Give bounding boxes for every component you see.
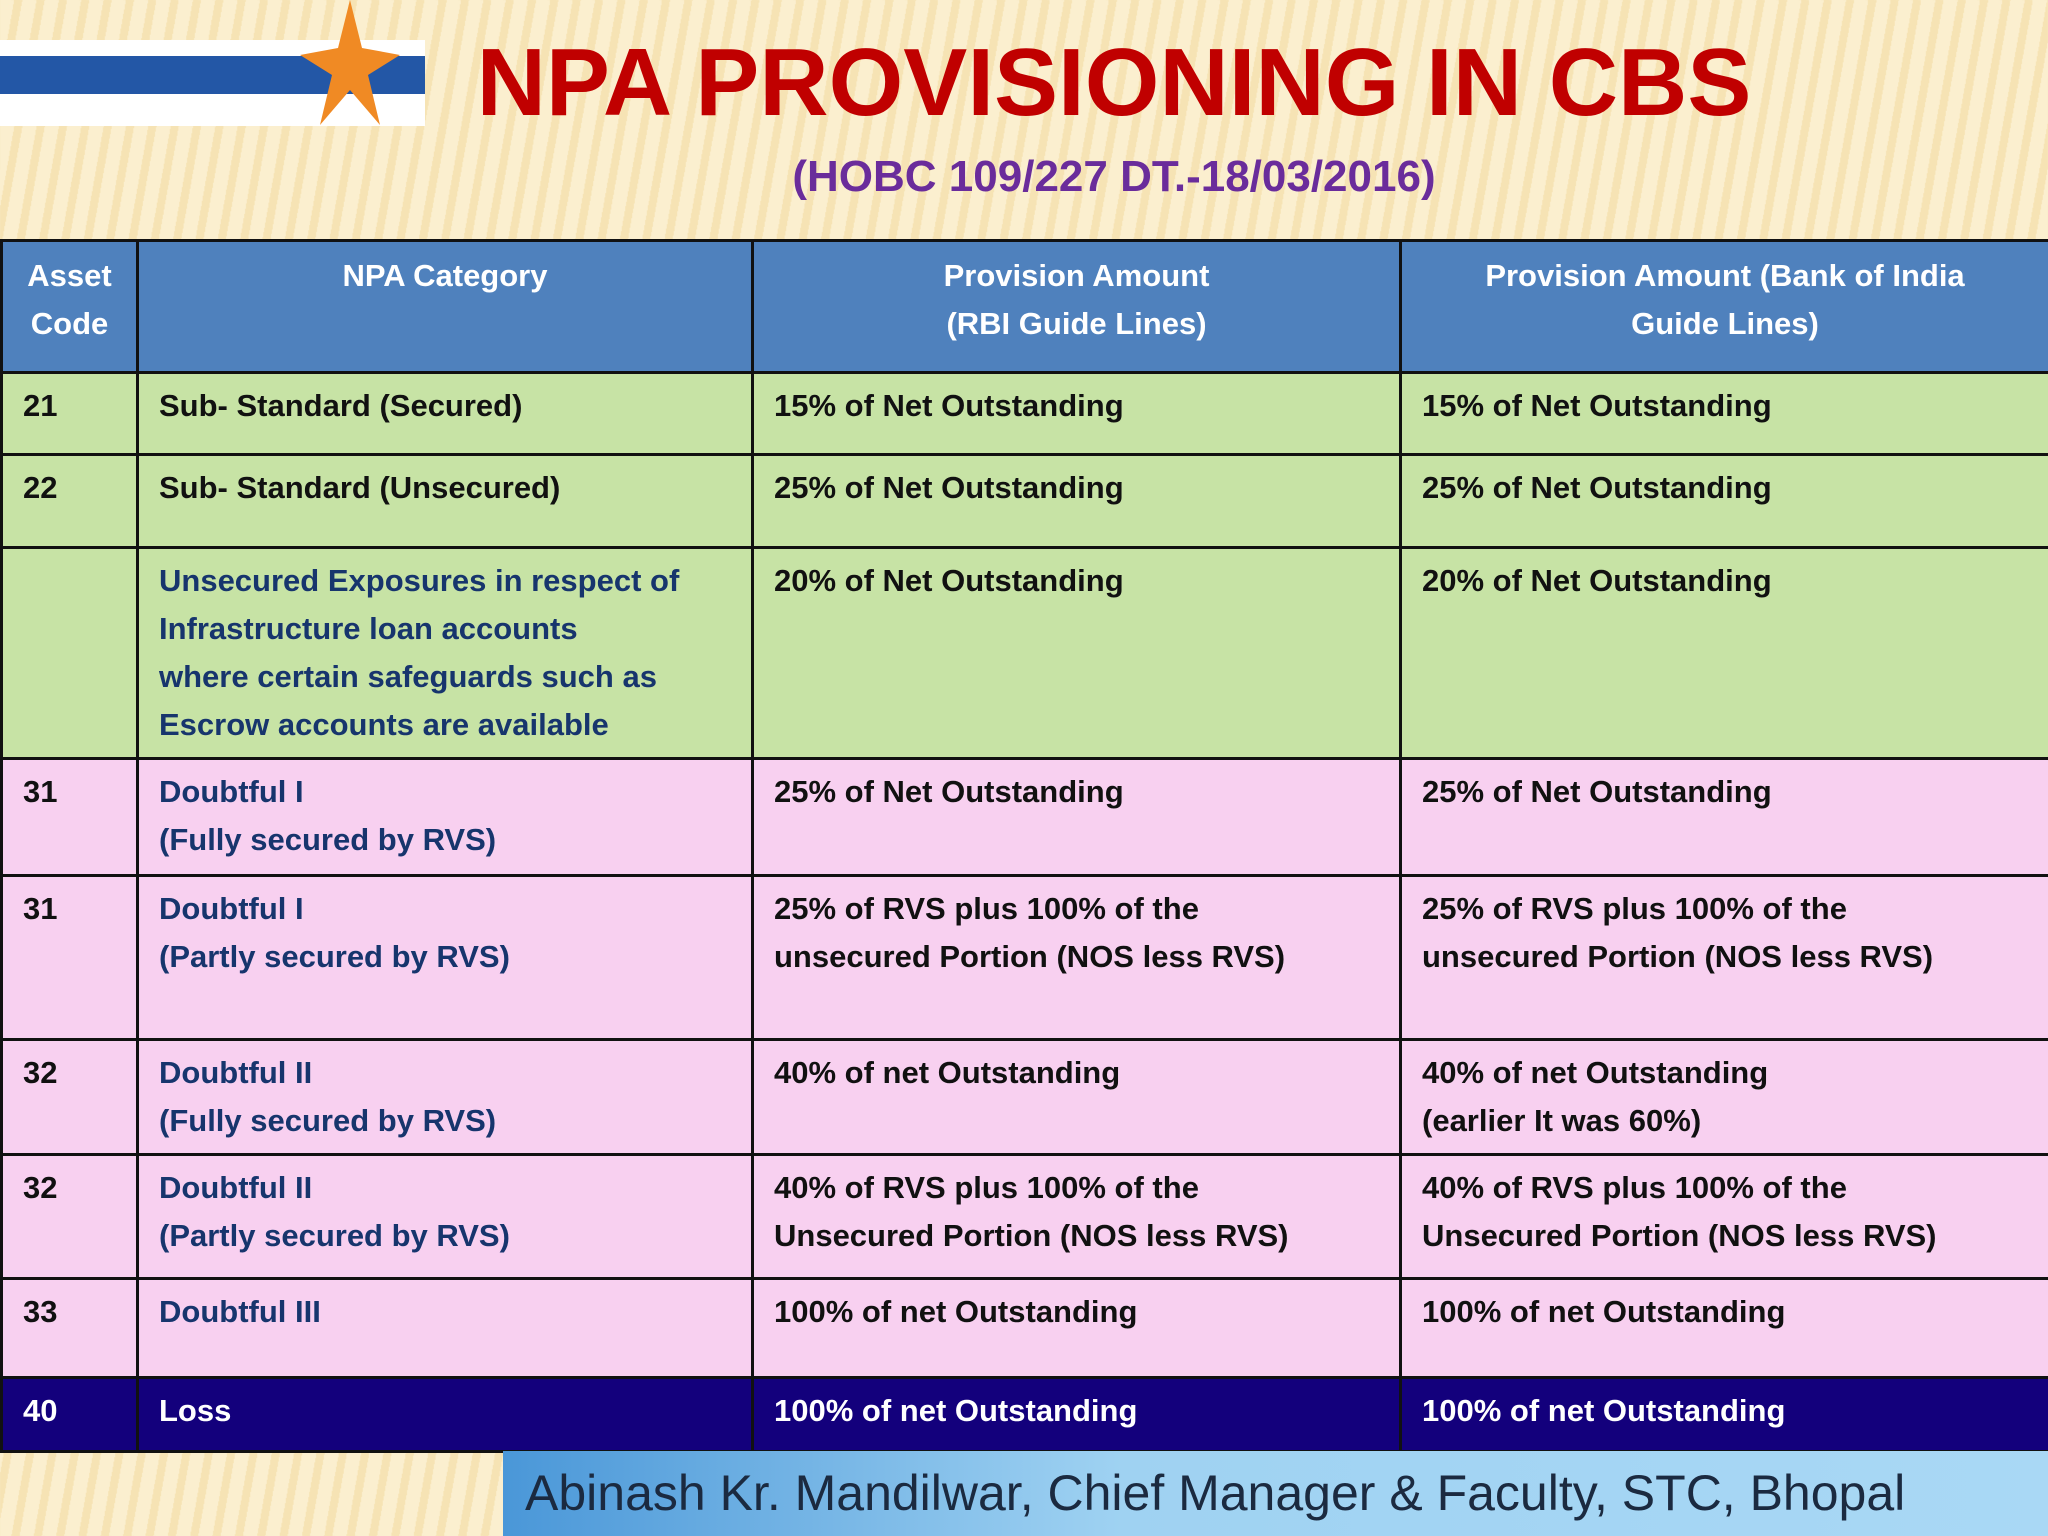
table-cell: 31 xyxy=(0,874,139,1041)
table-cell: 22 xyxy=(0,453,139,549)
table-cell: Doubtful III xyxy=(136,1277,754,1379)
table-row: 40 Loss 100% of net Outstanding 100% of net… xyxy=(0,1376,2048,1453)
table-cell: Doubtful II (Partly secured by RVS) xyxy=(136,1153,754,1280)
title: NPA PROVISIONING IN CBS xyxy=(476,29,1752,136)
table-cell: 32 xyxy=(0,1153,139,1280)
header-row: Asset Code NPA Category Provision Amount (… xyxy=(0,239,2048,374)
table-cell: 25% of Net Outstanding xyxy=(1399,757,2048,877)
header-cell: Provision Amount (RBI Guide Lines) xyxy=(751,239,1402,374)
table-cell: 31 xyxy=(0,757,139,877)
table-cell: 15% of Net Outstanding xyxy=(1399,371,2048,456)
table-cell: 40% of RVS plus 100% of the Unsecured Po… xyxy=(1399,1153,2048,1280)
table-cell: 25% of RVS plus 100% of the unsecured Po… xyxy=(751,874,1402,1041)
table-cell: 25% of RVS plus 100% of the unsecured Po… xyxy=(1399,874,2048,1041)
table-row: 31 Doubtful I (Fully secured by RVS) 25% o… xyxy=(0,757,2048,877)
table-cell: 25% of Net Outstanding xyxy=(1399,453,2048,549)
table-cell: 100% of net Outstanding xyxy=(1399,1277,2048,1379)
header-cell: Asset Code xyxy=(0,239,139,374)
table-row: 32 Doubtful II (Partly secured by RVS) 40%… xyxy=(0,1153,2048,1280)
table-cell: 21 xyxy=(0,371,139,456)
table-cell: 40% of net Outstanding xyxy=(751,1038,1402,1156)
logo xyxy=(0,0,425,126)
provision-table: Asset Code NPA Category Provision Amount (… xyxy=(0,239,2048,1453)
footer: Abinash Kr. Mandilwar, Chief Manager & F… xyxy=(503,1451,2048,1536)
table-cell: 20% of Net Outstanding xyxy=(751,546,1402,760)
table-cell: Doubtful II (Fully secured by RVS) xyxy=(136,1038,754,1156)
table-row: 31 Doubtful I (Partly secured by RVS) 25% … xyxy=(0,874,2048,1041)
table-cell: Unsecured Exposures in respect of Infras… xyxy=(136,546,754,760)
table-cell: 100% of net Outstanding xyxy=(751,1277,1402,1379)
table-cell: Sub- Standard (Unsecured) xyxy=(136,453,754,549)
table-cell: Sub- Standard (Secured) xyxy=(136,371,754,456)
header-cell: NPA Category xyxy=(136,239,754,374)
table-cell: 40% of RVS plus 100% of the Unsecured Po… xyxy=(751,1153,1402,1280)
table-cell: Loss xyxy=(136,1376,754,1453)
table-cell: 100% of net Outstanding xyxy=(751,1376,1402,1453)
table-cell: 40 xyxy=(0,1376,139,1453)
logo-star xyxy=(300,0,400,125)
table-row: 32 Doubtful II (Fully secured by RVS) 40% … xyxy=(0,1038,2048,1156)
table-cell: 33 xyxy=(0,1277,139,1379)
table-cell: Doubtful I (Fully secured by RVS) xyxy=(136,757,754,877)
table-cell: 100% of net Outstanding xyxy=(1399,1376,2048,1453)
table-cell: 20% of Net Outstanding xyxy=(1399,546,2048,760)
table-cell: 25% of Net Outstanding xyxy=(751,757,1402,877)
table-cell: 40% of net Outstanding (earlier It was 6… xyxy=(1399,1038,2048,1156)
table-row: 22 Sub- Standard (Unsecured) 25% of Net Ou… xyxy=(0,453,2048,549)
table-row: Unsecured Exposures in respect of Infras… xyxy=(0,546,2048,760)
table-row: 33 Doubtful III 100% of net Outstanding 100… xyxy=(0,1277,2048,1379)
table-cell: 32 xyxy=(0,1038,139,1156)
table-cell: Doubtful I (Partly secured by RVS) xyxy=(136,874,754,1041)
header-cell: Provision Amount (Bank of India Guide Li… xyxy=(1399,239,2048,374)
table-row: 21 Sub- Standard (Secured) 15% of Net Outs… xyxy=(0,371,2048,456)
table-cell: 15% of Net Outstanding xyxy=(751,371,1402,456)
table-cell: 25% of Net Outstanding xyxy=(751,453,1402,549)
subtitle: (HOBC 109/227 DT.-18/03/2016) xyxy=(792,152,1436,201)
table-cell xyxy=(0,546,139,760)
